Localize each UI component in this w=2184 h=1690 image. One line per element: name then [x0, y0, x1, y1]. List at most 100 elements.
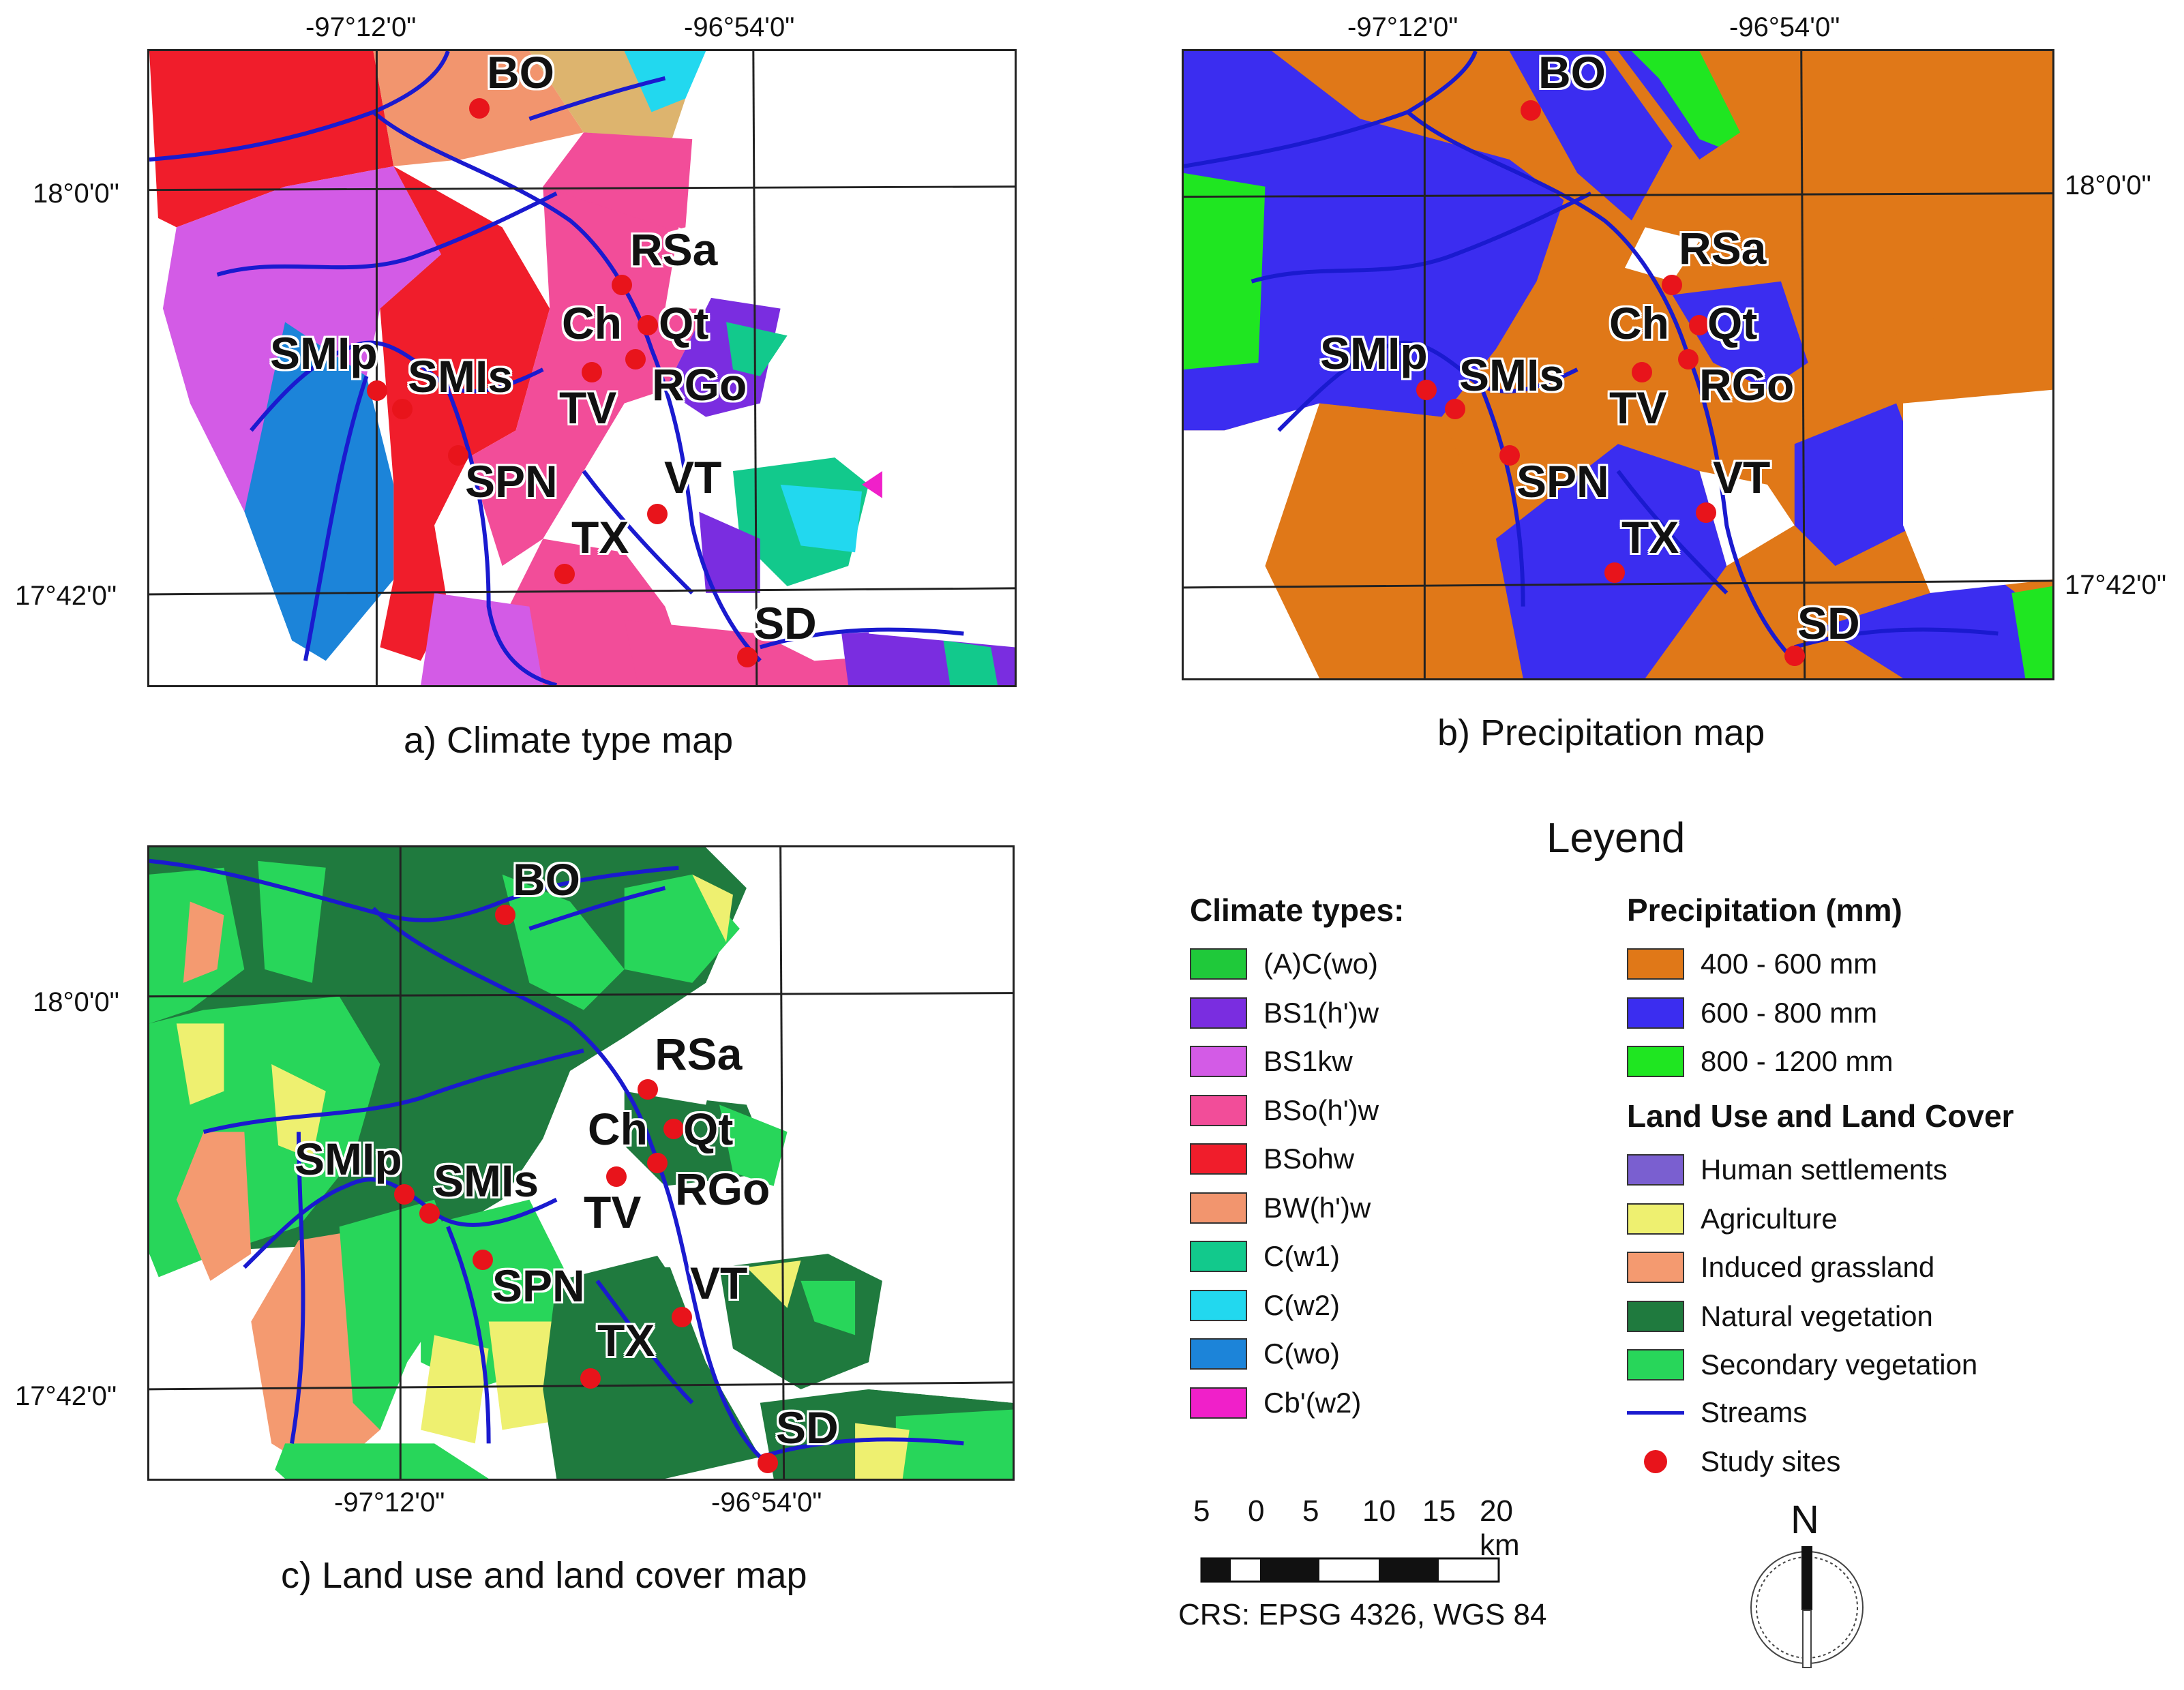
site-dot-spn: [1499, 445, 1520, 466]
land-use-label: Induced grassland: [1701, 1251, 1935, 1283]
site-label-tx: TX: [1621, 512, 1679, 562]
climate-type-swatch: [1190, 1289, 1247, 1321]
site-dot-spn: [473, 1250, 493, 1270]
land-use-item: Agriculture: [1627, 1201, 1838, 1237]
site-dot-smis: [419, 1203, 440, 1224]
land-use-label: Secondary vegetation: [1701, 1348, 1978, 1380]
site-label-spn: SPN: [1516, 456, 1609, 507]
site-dot-spn: [448, 445, 468, 466]
crs-label: CRS: EPSG 4326, WGS 84: [1178, 1598, 1547, 1631]
scale-label: 15: [1422, 1494, 1456, 1528]
precipitation-item: 800 - 1200 mm: [1627, 1044, 1893, 1079]
site-dot-tx: [1604, 562, 1625, 583]
site-label-sd: SD: [754, 598, 817, 648]
scale-label: 20 km: [1480, 1494, 1520, 1562]
climate-type-item: Cb'(w2): [1190, 1385, 1361, 1421]
precipitation-heading: Precipitation (mm): [1627, 892, 1902, 928]
site-label-tx: TX: [597, 1315, 655, 1365]
site-label-tv: TV: [584, 1187, 642, 1237]
site-dot-smis: [392, 399, 413, 419]
climate-type-item: (A)C(wo): [1190, 946, 1378, 982]
site-dot-tv: [582, 362, 602, 382]
land-use-swatch: [1627, 1203, 1684, 1235]
site-dot-rsa: [1662, 275, 1682, 295]
site-label-sd: SD: [1797, 598, 1860, 648]
scale-label: 5: [1302, 1494, 1319, 1528]
site-label-qt: Qt: [1707, 298, 1758, 348]
map-a-lat-label-1: 18°0'0": [33, 179, 119, 209]
climate-type-swatch: [1190, 1241, 1247, 1272]
map-a-caption: a) Climate type map: [404, 720, 734, 761]
precipitation-swatch: [1627, 1046, 1684, 1077]
land-use-label: Natural vegetation: [1701, 1299, 1933, 1332]
site-dot-tv: [1632, 362, 1652, 382]
site-dot-bo: [469, 98, 490, 119]
site-dot-vt: [1696, 502, 1716, 523]
site-dot-bo: [495, 905, 515, 925]
land-use-map-graphic: [149, 847, 1013, 1479]
land-use-item: Induced grassland: [1627, 1250, 1934, 1285]
map-c-lat-label-1: 18°0'0": [33, 987, 119, 1017]
climate-type-item: BSo(h')w: [1190, 1093, 1379, 1128]
site-label-spn: SPN: [465, 456, 558, 507]
site-dot-smip: [394, 1184, 415, 1205]
site-dot-rgo: [1678, 349, 1699, 369]
study-site-dot-swatch: [1644, 1450, 1667, 1473]
legend-title: Leyend: [1546, 815, 1686, 862]
site-dot-rgo: [647, 1153, 668, 1173]
map-c-caption: c) Land use and land cover map: [281, 1555, 807, 1596]
site-label-rgo: RGo: [652, 359, 747, 410]
climate-type-swatch: [1190, 1387, 1247, 1419]
scale-label: 5: [1193, 1494, 1210, 1528]
climate-type-item: BS1kw: [1190, 1044, 1353, 1079]
site-label-spn: SPN: [492, 1261, 585, 1311]
site-label-smis: SMIs: [1459, 350, 1565, 400]
site-dot-bo: [1521, 100, 1541, 121]
climate-type-label: Cb'(w2): [1263, 1386, 1362, 1419]
site-dot-sd: [737, 647, 758, 667]
climate-type-item: C(wo): [1190, 1336, 1340, 1372]
site-label-ch: Ch: [588, 1104, 648, 1154]
precipitation-swatch: [1627, 997, 1684, 1029]
site-dot-smip: [1416, 380, 1437, 400]
climate-type-label: BS1kw: [1263, 1045, 1353, 1077]
precipitation-swatch: [1627, 948, 1684, 980]
map-c-lat-label-2: 17°42'0": [15, 1381, 117, 1411]
north-arrow: N: [1746, 1497, 1868, 1674]
climate-type-item: C(w2): [1190, 1288, 1340, 1323]
map-b-lat-label-2: 17°42'0": [2065, 570, 2167, 600]
site-dot-ch: [1689, 315, 1709, 335]
climate-type-item: BSohw: [1190, 1141, 1354, 1177]
site-dot-smis: [1445, 399, 1465, 419]
climate-type-item: BS1(h')w: [1190, 995, 1379, 1031]
climate-type-label: BSohw: [1263, 1143, 1355, 1175]
site-label-ch: Ch: [562, 298, 622, 348]
site-label-qt: Qt: [659, 298, 709, 348]
map-a-lon-label-1: -97°12'0": [305, 12, 417, 42]
site-label-bo: BO: [487, 47, 554, 97]
site-label-vt: VT: [1713, 452, 1771, 502]
site-label-vt: VT: [664, 452, 722, 502]
precipitation-map: [1182, 49, 2054, 680]
land-use-item: Secondary vegetation: [1627, 1347, 1977, 1383]
precipitation-label: 400 - 600 mm: [1701, 948, 1878, 980]
climate-types-heading: Climate types:: [1190, 892, 1405, 928]
climate-type-item: BW(h')w: [1190, 1190, 1371, 1226]
land-use-swatch: [1627, 1349, 1684, 1380]
legend-item-label: Study sites: [1701, 1445, 1841, 1477]
site-label-sd: SD: [776, 1402, 839, 1453]
site-dot-rgo: [625, 349, 646, 369]
site-label-qt: Qt: [683, 1104, 734, 1154]
site-dot-rsa: [612, 275, 632, 295]
map-b-lon-label-1: -97°12'0": [1347, 12, 1459, 42]
site-dot-tx: [580, 1368, 601, 1389]
precipitation-item: 600 - 800 mm: [1627, 995, 1877, 1031]
precipitation-label: 800 - 1200 mm: [1701, 1045, 1894, 1077]
site-dot-tv: [606, 1166, 627, 1187]
site-dot-sd: [1784, 646, 1805, 666]
climate-type-swatch: [1190, 1143, 1247, 1175]
climate-type-swatch: [1190, 1192, 1247, 1224]
climate-type-label: (A)C(wo): [1263, 948, 1378, 980]
site-label-tx: TX: [571, 512, 629, 562]
precipitation-label: 600 - 800 mm: [1701, 996, 1878, 1029]
